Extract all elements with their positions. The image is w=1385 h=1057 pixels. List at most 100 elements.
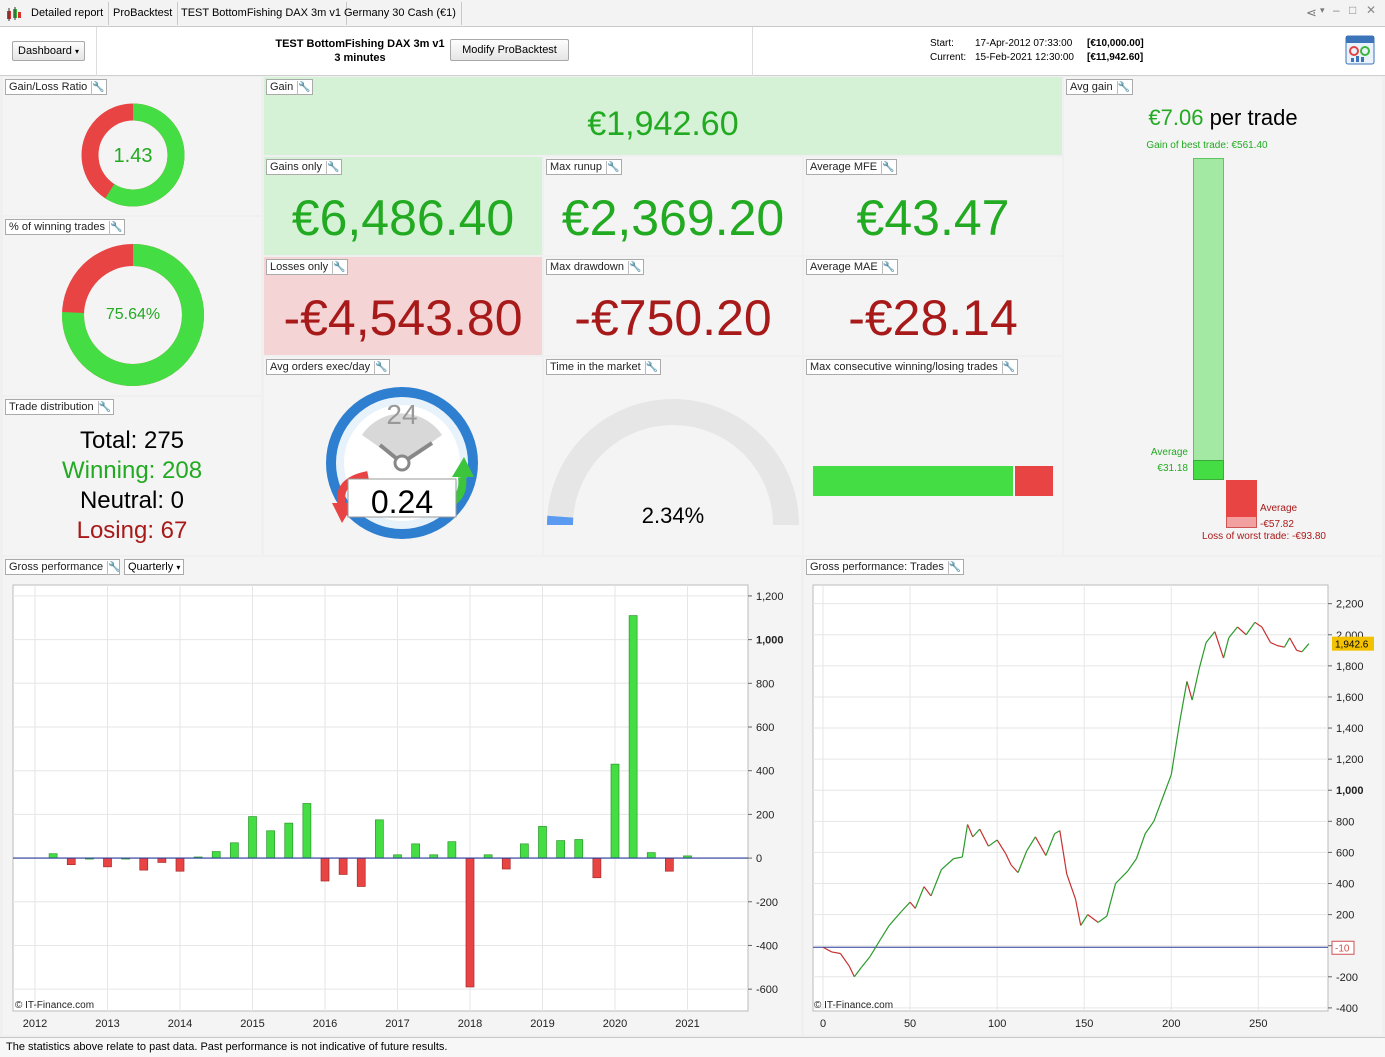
bar-2014Q4 (230, 842, 239, 859)
panel-title: Gain/Loss Ratio 🔧 (5, 79, 108, 95)
gain-panel: Gain 🔧 €1,942.60 (264, 77, 1062, 155)
y-tick-label: 200 (756, 809, 774, 821)
tab-instrument[interactable]: Germany 30 Cash (€1) (339, 2, 462, 25)
wrench-icon[interactable]: 🔧 (947, 561, 962, 575)
divider (96, 27, 97, 76)
chevron-down-icon[interactable]: ▾ (1320, 5, 1325, 15)
avg-orders-panel: Avg orders exec/day 🔧 24 0.24 (264, 357, 542, 555)
start-capital: [€10,000.00] (1087, 38, 1144, 49)
wrench-icon[interactable]: 🔧 (644, 361, 659, 375)
best-trade-label: Gain of best trade: €561.40 (1146, 140, 1268, 151)
equity-segment (1106, 883, 1117, 917)
wrench-icon[interactable]: 🔧 (1116, 81, 1131, 95)
y-tick-label: -200 (756, 897, 778, 909)
equity-segment (869, 939, 881, 957)
y-tick-label: 2,200 (1336, 599, 1364, 611)
y-tick-label: 800 (756, 678, 774, 690)
x-tick-label: 2021 (675, 1018, 699, 1030)
close-icon[interactable]: ✕ (1366, 3, 1377, 17)
clock-dial-number: 24 (386, 399, 418, 430)
equity-segment (1115, 870, 1129, 884)
current-date: 15-Feb-2021 12:30:00 (975, 52, 1074, 63)
panel-title: Avg orders exec/day 🔧 (266, 359, 391, 375)
wrench-icon[interactable]: 🔧 (97, 401, 112, 415)
wrench-icon[interactable]: 🔧 (374, 361, 388, 375)
y-tick-label: 1,400 (1336, 723, 1364, 735)
equity-segment (1066, 873, 1077, 900)
equity-segment (1059, 830, 1068, 875)
y-tick-label: 800 (1336, 816, 1354, 828)
dashboard-dropdown[interactable]: Dashboard ▾ (12, 41, 85, 61)
equity-segment (1261, 626, 1272, 643)
equity-segment (1301, 643, 1310, 653)
candlestick-app-icon (7, 7, 21, 21)
wrench-icon[interactable]: 🔧 (325, 161, 340, 175)
bar-2015Q4 (302, 803, 312, 859)
wrench-icon[interactable]: 🔧 (332, 261, 346, 275)
equity-segment (1289, 637, 1298, 651)
tab-strategy[interactable]: TEST BottomFishing DAX 3m v1 (176, 2, 347, 25)
bar-2015Q2 (266, 830, 275, 859)
current-capital: [€11,942.60] (1087, 52, 1144, 63)
wrench-icon[interactable]: 🔧 (881, 261, 896, 275)
time-in-market-panel: Time in the market 🔧 2.34% (544, 357, 802, 555)
equity-segment (888, 911, 902, 926)
panel-title: Max runup 🔧 (546, 159, 622, 175)
equity-segment (839, 953, 850, 967)
wrench-icon[interactable]: 🔧 (627, 261, 642, 275)
wrench-icon[interactable]: 🔧 (1001, 361, 1016, 375)
bar-2018Q3 (501, 857, 511, 870)
y-tick-label: -400 (1336, 1003, 1358, 1015)
equity-segment (822, 946, 832, 953)
y-tick-label: -400 (756, 940, 778, 952)
average-win-bar (1193, 460, 1224, 480)
avg-gain-per-trade: €7.06 per trade (1148, 105, 1298, 130)
share-icon[interactable]: ⋖ (1306, 5, 1317, 20)
modify-probacktest-button[interactable]: Modify ProBacktest (450, 39, 569, 61)
worst-trade-label: Loss of worst trade: -€93.80 (1202, 531, 1326, 542)
x-tick-label: 2012 (23, 1018, 47, 1030)
gain-value: €1,942.60 (587, 105, 739, 143)
tab-probacktest[interactable]: ProBacktest (108, 2, 179, 25)
equity-segment (1270, 641, 1278, 647)
x-tick-label: 250 (1249, 1018, 1267, 1030)
x-tick-label: 200 (1162, 1018, 1180, 1030)
equity-segment (1170, 720, 1181, 775)
bar-2020Q1 (610, 763, 620, 859)
donut-winning-arc (62, 244, 204, 386)
panel-title: Gross performance 🔧 (5, 559, 121, 575)
x-tick-label: 2020 (603, 1018, 627, 1030)
wrench-icon[interactable]: 🔧 (91, 81, 105, 95)
bar-2014Q3 (211, 851, 221, 859)
wrench-icon[interactable]: 🔧 (605, 161, 620, 175)
max-runup-panel: Max runup 🔧 €2,369.20 (544, 157, 802, 255)
wrench-icon[interactable]: 🔧 (881, 161, 895, 175)
equity-segment (1191, 668, 1200, 701)
bar-2012Q2 (48, 853, 58, 859)
tab-detailed-report[interactable]: Detailed report (26, 2, 110, 25)
equity-segment (1254, 621, 1263, 628)
x-tick-label: 2016 (313, 1018, 337, 1030)
winning-trades-panel: % of winning trades 🔧 75.64% (3, 217, 261, 395)
wrench-icon[interactable]: 🔧 (107, 561, 121, 575)
period-dropdown[interactable]: Quarterly ▾ (124, 559, 185, 575)
report-settings-icon[interactable] (1345, 35, 1377, 67)
avg-gain-panel: Avg gain 🔧 €7.06 per trade Gain of best t… (1064, 77, 1382, 555)
x-tick-label: 2013 (95, 1018, 119, 1030)
max-consecutive-panel: Max consecutive winning/losing trades 🔧 (804, 357, 1062, 555)
wrench-icon[interactable]: 🔧 (109, 221, 123, 235)
divider (752, 27, 753, 76)
bar-2016Q4 (375, 819, 384, 859)
donut-gain-arc (81, 103, 185, 207)
bar-2016Q3 (356, 857, 366, 887)
max-runup-value: €2,369.20 (561, 190, 785, 246)
wrench-icon[interactable]: 🔧 (297, 81, 311, 95)
panel-title: Gains only 🔧 (266, 159, 342, 175)
panel-title: Gain 🔧 (266, 79, 314, 95)
panel-title: Trade distribution 🔧 (5, 399, 114, 415)
y-tick-label: 600 (1336, 847, 1354, 859)
x-tick-label: 50 (904, 1018, 916, 1030)
minimize-icon[interactable]: – (1333, 3, 1340, 17)
equity-segment (879, 925, 890, 940)
maximize-icon[interactable]: □ (1349, 3, 1357, 17)
